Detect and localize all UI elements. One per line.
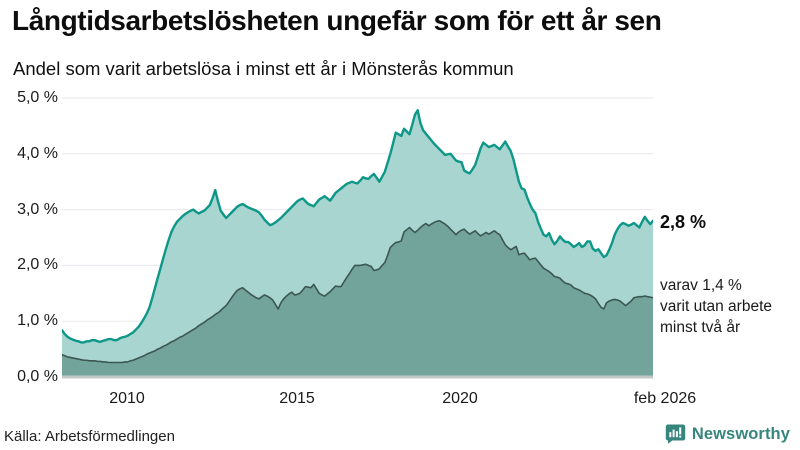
y-tick-label-4: 4,0 % (17, 145, 58, 162)
brand-logo: Newsworthy (665, 424, 790, 444)
x-tick-label-feb-2026: feb 2026 (633, 390, 697, 407)
y-tick-label-1: 1,0 % (17, 312, 58, 329)
source-attribution: Källa: Arbetsförmedlingen (4, 428, 175, 445)
page-title: Långtidsarbetslösheten ungefär som för e… (12, 5, 662, 36)
y-tick-label-5: 5,0 % (17, 89, 58, 106)
subseries-annotation-line-2: varit utan arbete (660, 298, 773, 315)
x-tick-label-2010: 2010 (109, 390, 145, 407)
plot-svg (62, 97, 653, 379)
brand-wordmark: Newsworthy (691, 424, 790, 443)
chart-subtitle: Andel som varit arbetslösa i minst ett å… (13, 58, 514, 79)
end-value-annotation: 2,8 % (660, 212, 707, 232)
x-tick-label-2020: 2020 (442, 390, 478, 407)
subseries-annotation: varav 1,4 % varit utan arbete minst två … (660, 275, 772, 338)
subseries-annotation-line-3: minst två år (660, 319, 741, 336)
x-tick-label-2015: 2015 (279, 390, 315, 407)
subseries-annotation-line-1: varav 1,4 % (660, 277, 742, 294)
y-tick-label-0: 0,0 % (17, 368, 58, 385)
y-tick-label-2: 2,0 % (17, 256, 58, 273)
y-tick-label-3: 3,0 % (17, 201, 58, 218)
newsworthy-bars-icon (665, 424, 686, 444)
